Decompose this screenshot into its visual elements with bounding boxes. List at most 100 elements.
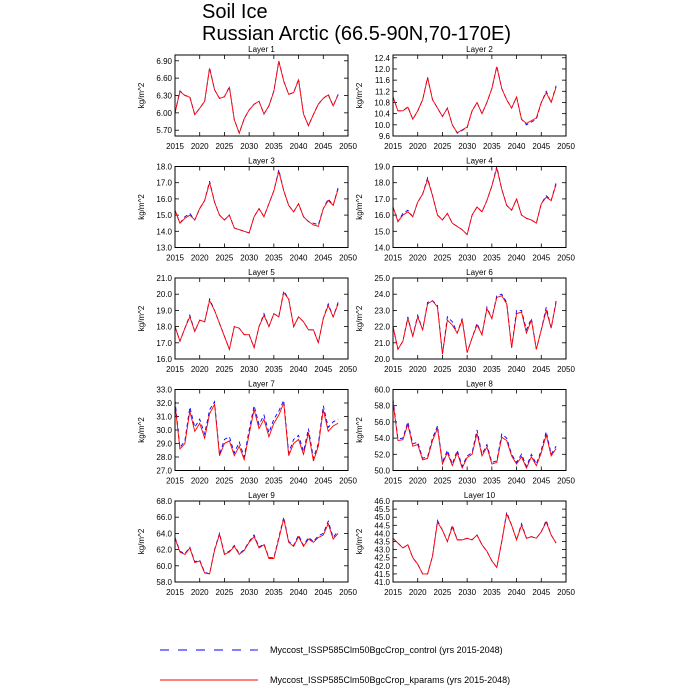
y-tick-label: 33.0 [156, 386, 172, 395]
y-tick-label: 5.70 [156, 126, 172, 135]
y-tick-label: 10.4 [374, 110, 390, 119]
x-tick-label: 2020 [191, 254, 209, 263]
y-tick-label: 18.0 [156, 163, 172, 172]
x-tick-label: 2020 [409, 254, 427, 263]
y-axis-label: kg/m^2 [355, 82, 364, 108]
x-tick-label: 2035 [483, 477, 501, 486]
y-tick-label: 18.0 [156, 323, 172, 332]
panel-title: Layer 2 [466, 45, 493, 54]
x-tick-label: 2025 [216, 254, 234, 263]
y-tick-label: 60.0 [156, 562, 172, 571]
x-tick-label: 2045 [532, 477, 550, 486]
x-tick-label: 2050 [557, 142, 575, 151]
x-tick-label: 2015 [384, 254, 402, 263]
y-tick-label: 62.0 [156, 546, 172, 555]
y-tick-label: 10.8 [374, 98, 390, 107]
y-tick-label: 17.0 [156, 179, 172, 188]
y-tick-label: 46.0 [374, 497, 390, 506]
plot-frame [392, 389, 567, 471]
x-tick-label: 2015 [384, 588, 402, 597]
y-tick-label: 28.0 [156, 453, 172, 462]
x-tick-label: 2040 [508, 477, 526, 486]
y-axis-label: kg/m^2 [355, 528, 364, 554]
y-tick-label: 32.0 [156, 399, 172, 408]
y-tick-label: 66.0 [156, 513, 172, 522]
x-tick-label: 2025 [216, 588, 234, 597]
x-tick-label: 2035 [483, 365, 501, 374]
x-tick-label: 2020 [191, 588, 209, 597]
series-line [392, 512, 557, 575]
y-tick-label: 50.0 [374, 467, 390, 476]
x-tick-label: 2020 [409, 142, 427, 151]
y-tick-label: 15.0 [374, 227, 390, 236]
x-tick-label: 2020 [409, 477, 427, 486]
plot-frame [392, 54, 567, 137]
x-tick-label: 2015 [166, 588, 184, 597]
x-tick-label: 2020 [191, 477, 209, 486]
plot-frame [174, 277, 349, 360]
x-tick-label: 2035 [483, 588, 501, 597]
y-tick-label: 54.0 [374, 434, 390, 443]
y-tick-label: 21.0 [374, 339, 390, 348]
x-tick-label: 2015 [166, 477, 184, 486]
x-tick-label: 2025 [216, 365, 234, 374]
y-tick-label: 45.5 [374, 505, 390, 514]
y-tick-label: 52.0 [374, 450, 390, 459]
x-tick-label: 2050 [557, 254, 575, 263]
y-tick-label: 6.90 [156, 57, 172, 66]
y-tick-label: 64.0 [156, 529, 172, 538]
x-tick-label: 2035 [265, 142, 283, 151]
y-tick-label: 60.0 [374, 386, 390, 395]
y-tick-label: 42.0 [374, 562, 390, 571]
x-tick-label: 2050 [339, 254, 357, 263]
y-axis-label: kg/m^2 [137, 305, 146, 331]
y-tick-label: 6.30 [156, 92, 172, 101]
y-tick-label: 20.0 [374, 355, 390, 364]
legend-label: Myccost_ISSP585Clm50BgcCrop_control (yrs… [270, 645, 503, 655]
series-line [174, 291, 339, 351]
x-tick-label: 2030 [458, 254, 476, 263]
y-tick-label: 11.6 [375, 76, 391, 85]
y-tick-label: 6.00 [156, 109, 172, 118]
y-axis-label: kg/m^2 [355, 305, 364, 331]
y-tick-label: 41.0 [374, 578, 390, 587]
x-tick-label: 2040 [290, 142, 308, 151]
y-tick-label: 12.0 [374, 65, 390, 74]
panel-title: Layer 4 [466, 157, 493, 166]
panel-title: Layer 9 [248, 491, 275, 500]
y-tick-label: 42.5 [374, 554, 390, 563]
plot-frame [174, 500, 349, 583]
x-tick-label: 2035 [483, 254, 501, 263]
x-tick-label: 2015 [166, 365, 184, 374]
y-tick-label: 12.4 [374, 54, 390, 63]
series-line [392, 401, 557, 470]
y-tick-label: 18.0 [374, 179, 390, 188]
y-tick-label: 30.0 [156, 426, 172, 435]
y-tick-label: 27.0 [156, 467, 172, 476]
y-tick-label: 15.0 [156, 211, 172, 220]
main-title: Soil Ice [202, 1, 268, 23]
x-tick-label: 2030 [240, 365, 258, 374]
y-axis-label: kg/m^2 [137, 82, 146, 108]
x-tick-label: 2030 [458, 588, 476, 597]
x-tick-label: 2040 [508, 588, 526, 597]
y-tick-label: 31.0 [156, 413, 172, 422]
y-tick-label: 41.5 [374, 570, 390, 579]
x-tick-label: 2035 [265, 254, 283, 263]
y-tick-label: 9.6 [379, 132, 391, 141]
x-tick-label: 2025 [216, 477, 234, 486]
panel-title: Layer 10 [464, 491, 496, 500]
y-tick-label: 16.0 [374, 211, 390, 220]
x-tick-label: 2040 [290, 588, 308, 597]
y-tick-label: 25.0 [374, 274, 390, 283]
y-tick-label: 58.0 [156, 578, 172, 587]
x-tick-label: 2040 [290, 477, 308, 486]
x-tick-label: 2050 [557, 365, 575, 374]
y-tick-label: 43.5 [374, 538, 390, 547]
y-tick-label: 11.2 [375, 87, 391, 96]
x-tick-label: 2045 [532, 254, 550, 263]
series-line [392, 295, 557, 355]
y-tick-label: 23.0 [374, 306, 390, 315]
subtitle: Russian Arctic (66.5-90N,70-170E) [202, 23, 511, 45]
